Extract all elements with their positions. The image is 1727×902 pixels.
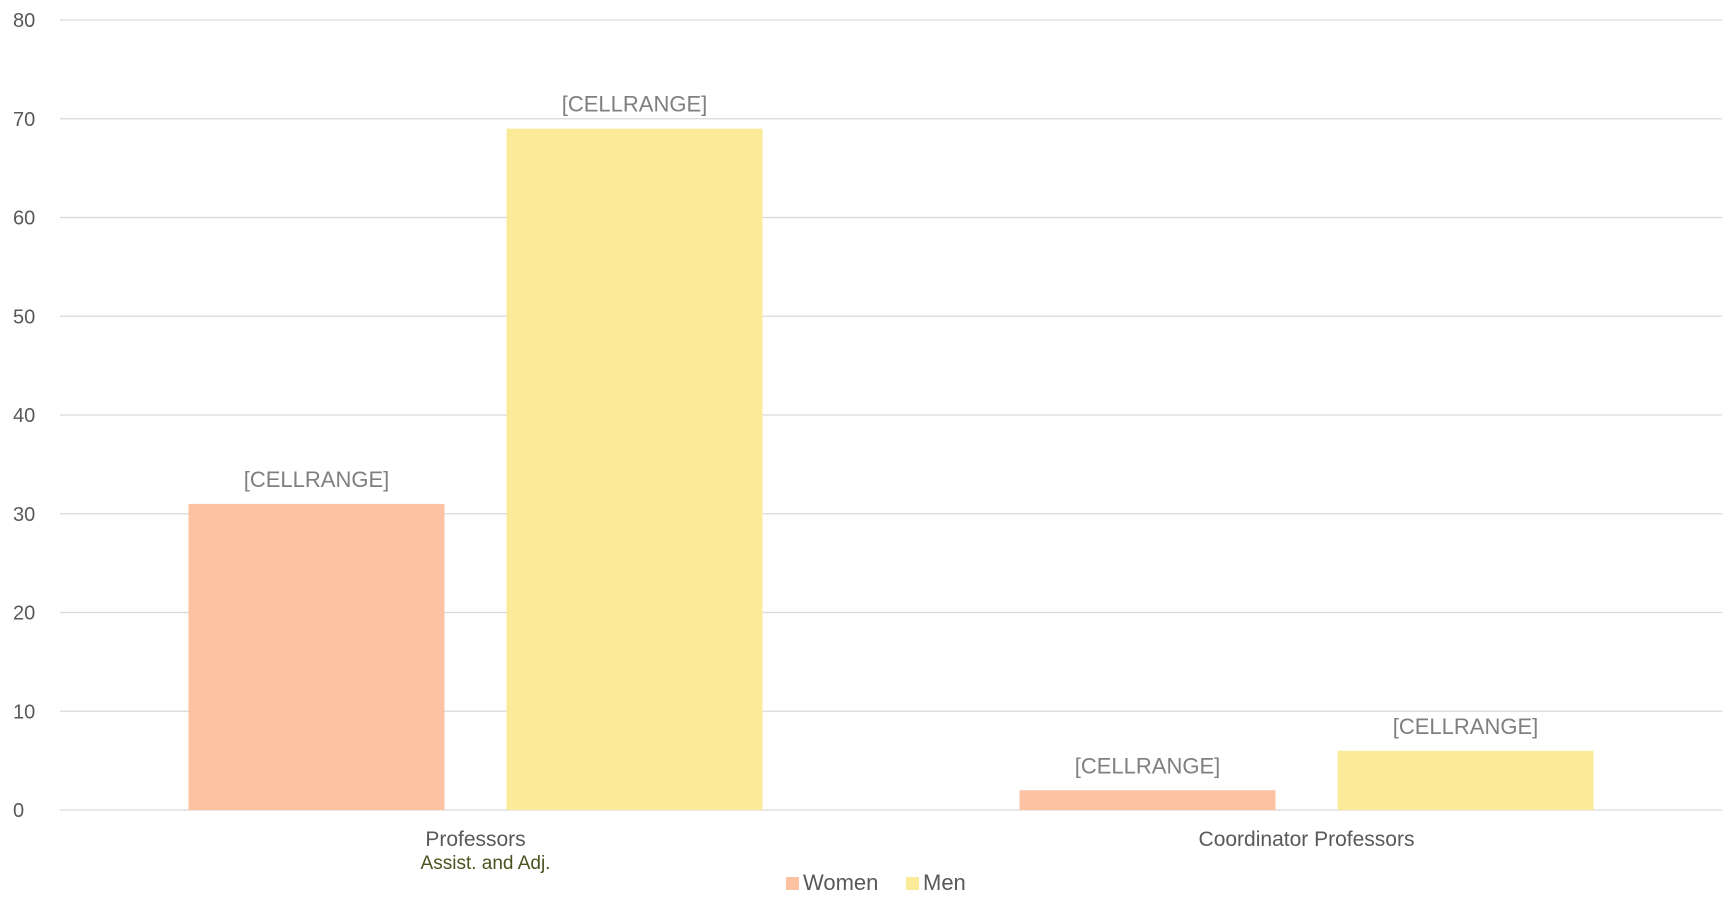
legend: Women Men: [786, 870, 966, 895]
bars: [188, 128, 1594, 810]
y-tick-label: 10: [13, 701, 35, 723]
y-tick-label: 20: [13, 603, 35, 625]
x-category-sublabel: Assist. and Adj.: [421, 853, 551, 874]
legend-label-men: Men: [923, 870, 966, 895]
y-tick-label: 30: [13, 504, 35, 526]
data-label: [CELLRANGE]: [244, 467, 390, 492]
bar-women-1: [188, 503, 445, 810]
legend-swatch-women: [786, 877, 799, 890]
legend-label-women: Women: [803, 870, 878, 895]
y-tick-label: 60: [13, 208, 35, 230]
y-axis-ticks: 0 10 20 30 40 50 60 70 80: [13, 10, 35, 822]
y-tick-label: 0: [13, 800, 24, 822]
bar-men-1: [506, 128, 763, 810]
y-tick-label: 70: [13, 109, 35, 131]
data-labels: [CELLRANGE] [CELLRANGE] [CELLRANGE] [CELLRA…: [244, 92, 1539, 779]
data-label: [CELLRANGE]: [1075, 753, 1221, 778]
x-category-label: Professors: [425, 828, 525, 851]
y-tick-label: 40: [13, 405, 35, 427]
bar-women-2: [1019, 790, 1276, 810]
x-category-label: Coordinator Professors: [1199, 828, 1415, 851]
bar-men-2: [1337, 750, 1594, 810]
data-label: [CELLRANGE]: [562, 92, 708, 117]
y-tick-label: 80: [13, 10, 35, 32]
y-tick-label: 50: [13, 306, 35, 328]
legend-swatch-men: [906, 877, 919, 890]
data-label: [CELLRANGE]: [1393, 714, 1539, 739]
